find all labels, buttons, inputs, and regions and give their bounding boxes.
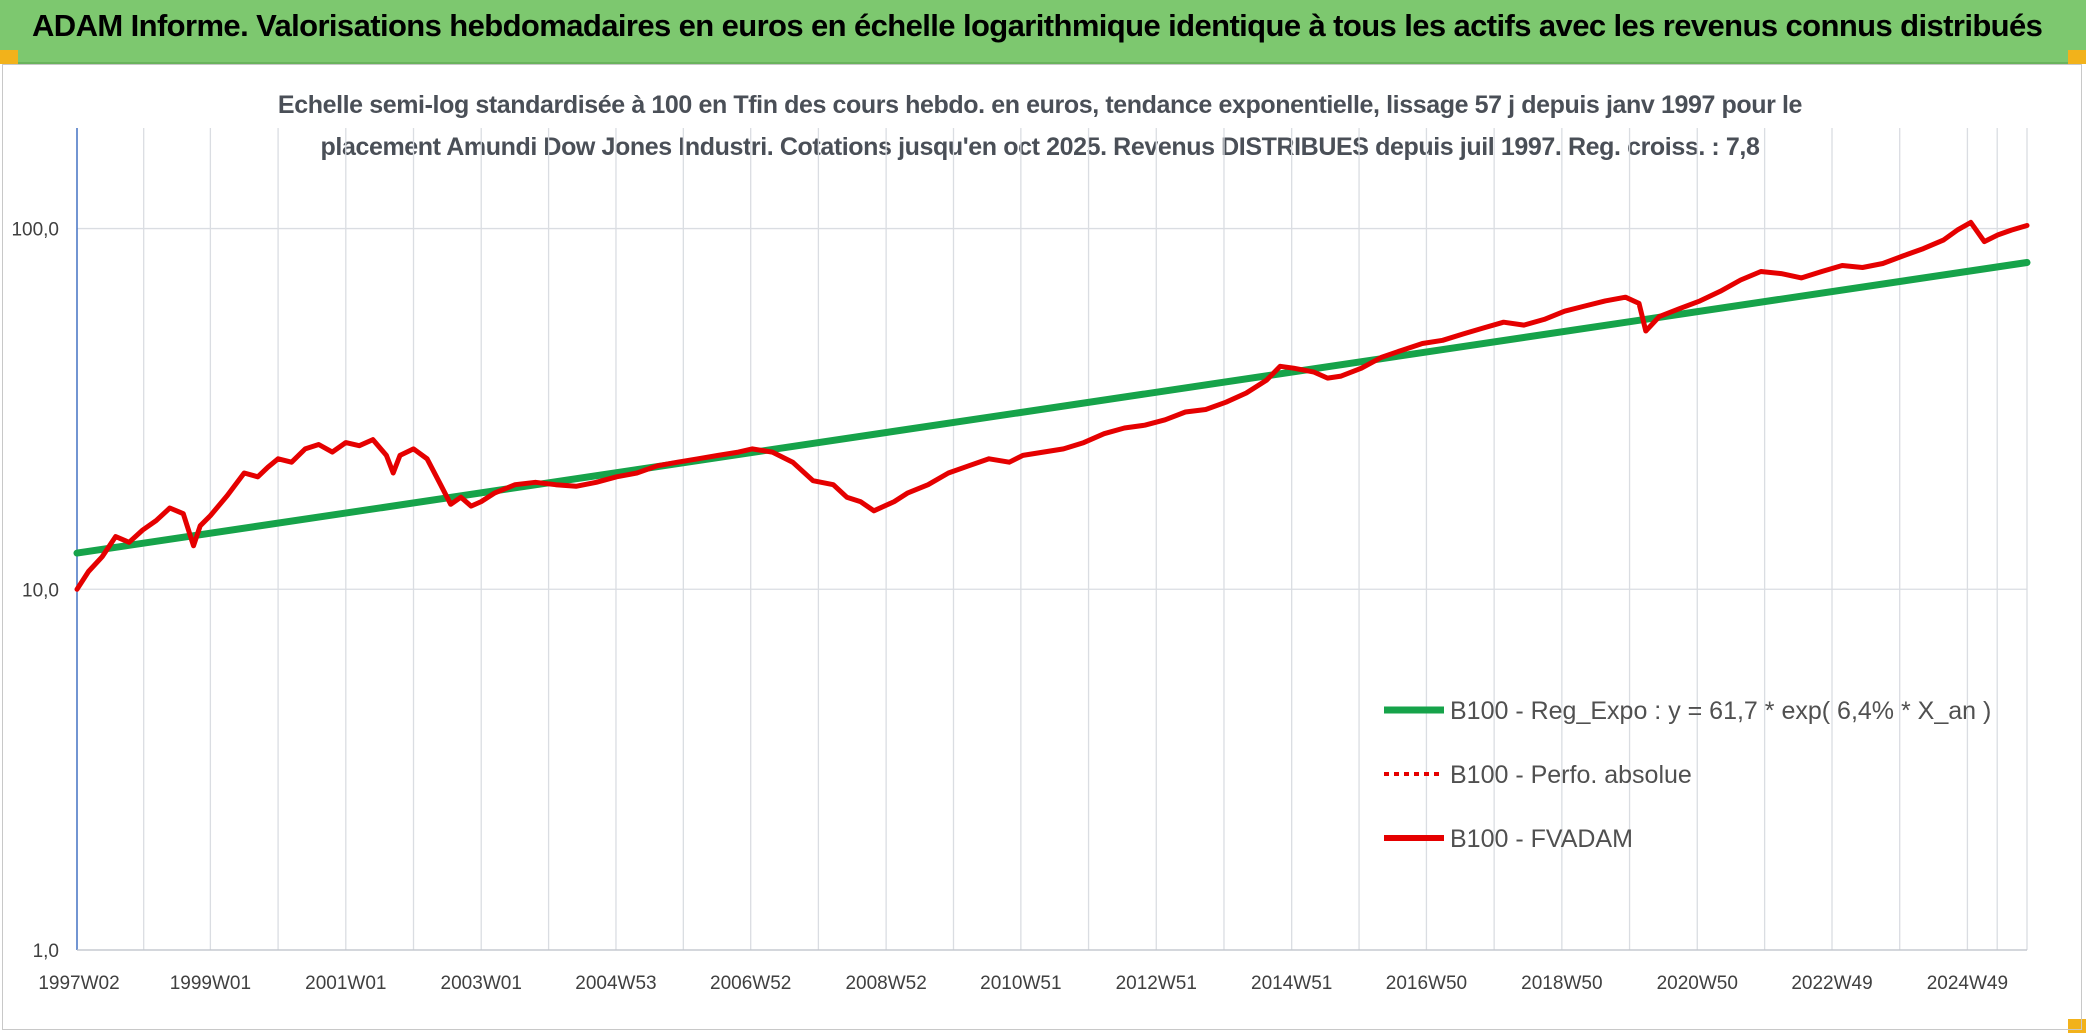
y-tick-label: 1,0	[33, 941, 59, 962]
legend: B100 - Reg_Expo : y = 61,7 * exp( 6,4% *…	[1384, 697, 1991, 853]
chart-title-line-1: Echelle semi-log standardisée à 100 en T…	[277, 91, 1803, 119]
chart-title: Echelle semi-log standardisée à 100 en T…	[240, 84, 1840, 168]
legend-label: B100 - FVADAM	[1450, 825, 1633, 853]
corner-marker	[0, 50, 18, 64]
x-tick-label: 2024W49	[1927, 973, 2008, 994]
x-tick-label: 2020W50	[1657, 973, 1738, 994]
x-tick-label: 2006W52	[710, 973, 791, 994]
x-tick-label: 2001W01	[305, 973, 386, 994]
legend-label: B100 - Perfo. absolue	[1450, 761, 1692, 789]
series-line-0	[73, 259, 2031, 557]
x-tick-label: 2004W53	[575, 973, 656, 994]
x-tick-label: 2016W50	[1386, 973, 1467, 994]
x-tick-label: 1997W02	[38, 973, 119, 994]
x-tick-label: 2012W51	[1116, 973, 1197, 994]
series-layer	[73, 219, 2031, 592]
report-title: ADAM Informe. Valorisations hebdomadaire…	[32, 8, 2043, 43]
x-tick-label: 1999W01	[170, 973, 251, 994]
x-tick-label: 2010W51	[980, 973, 1061, 994]
x-tick-label: 2018W50	[1521, 973, 1602, 994]
axes: 1,0 10,0 100,0 1997W02 1999W01 2001W01 2003W01…	[11, 128, 2027, 994]
chart-area	[2, 64, 2082, 1030]
y-tick-label: 10,0	[22, 580, 59, 601]
series-line-2	[74, 219, 2030, 592]
corner-marker	[2068, 50, 2086, 64]
x-tick-label: 2003W01	[441, 973, 522, 994]
x-tick-label: 2014W51	[1251, 973, 1332, 994]
x-tick-label: 2022W49	[1791, 973, 1872, 994]
report-header: ADAM Informe. Valorisations hebdomadaire…	[0, 0, 2086, 64]
grid-lines	[77, 128, 2028, 951]
y-tick-label: 100,0	[11, 220, 59, 241]
chart-title-line-2: placement Amundi Dow Jones Industri. Cot…	[320, 133, 1760, 161]
x-tick-label: 2008W52	[845, 973, 926, 994]
legend-label: B100 - Reg_Expo : y = 61,7 * exp( 6,4% *…	[1450, 697, 1991, 725]
